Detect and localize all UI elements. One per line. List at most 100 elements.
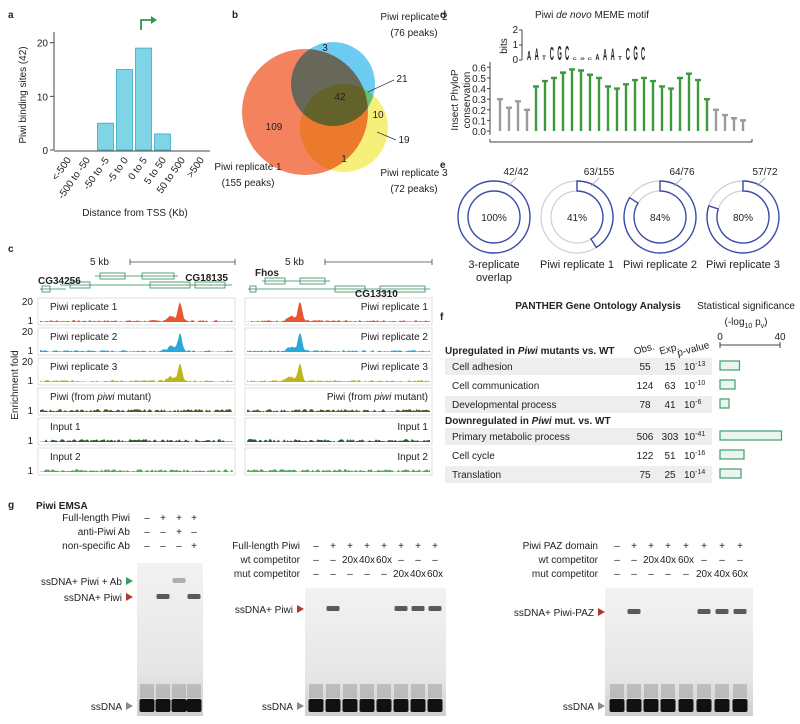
gene-exon	[141, 272, 175, 280]
x-tick-label: >500	[185, 155, 207, 180]
venn-region-count: 3	[322, 43, 328, 54]
track-ymin: 1	[27, 316, 33, 327]
lane-condition: 60x	[376, 555, 392, 566]
gel-smear	[309, 684, 323, 698]
gel-band	[427, 699, 443, 712]
x-axis-title-part: v	[761, 323, 765, 330]
lane-condition: 20x	[342, 555, 358, 566]
bar	[97, 122, 114, 151]
donut-category: 3-replicate overlap	[468, 259, 520, 284]
gene-exon	[249, 285, 257, 293]
donut-count: 57/72	[752, 167, 777, 178]
motif-title-part: MEME motif	[592, 10, 649, 21]
donut-count: 42/42	[503, 167, 528, 178]
condition-label: mut competitor	[532, 569, 599, 580]
track-name: Input 1	[50, 422, 81, 433]
gel-smear	[360, 684, 374, 698]
lane-condition: +	[701, 541, 707, 552]
gel-band	[342, 699, 358, 712]
gel-band	[732, 699, 748, 712]
donut-category: Piwi replicate 1	[540, 259, 614, 271]
track-box	[37, 297, 236, 326]
donut-slice	[576, 180, 614, 249]
track-name: Input 2	[50, 452, 81, 463]
venn-region-count: 19	[398, 135, 410, 146]
gel-band	[411, 606, 425, 611]
column-header: Obs.	[633, 342, 656, 358]
p-value: 10-6	[684, 399, 701, 411]
track-name: Input 2	[397, 452, 428, 463]
conservation-bar	[605, 85, 611, 131]
lane-condition: –	[737, 555, 743, 566]
logo-letter: C	[588, 57, 593, 60]
tss-arrow-head	[151, 16, 157, 24]
y-tick-label: 0.6	[472, 63, 486, 74]
logo-tick-label: 0	[512, 55, 518, 66]
track-ymax: 20	[22, 327, 34, 338]
lane-condition: –	[347, 569, 353, 580]
bar	[135, 47, 152, 151]
track-name-part: Piwi (from	[327, 392, 374, 403]
venn-region-count: 42	[334, 92, 346, 103]
p-value-part: -13	[695, 361, 705, 368]
gel-band	[428, 606, 442, 611]
panel-label: e	[440, 160, 446, 171]
p-value-part: 10	[684, 362, 696, 373]
lane-condition: –	[313, 569, 319, 580]
lane-condition: –	[398, 555, 404, 566]
y-tick-label: 20	[37, 39, 49, 50]
logo-letter: G	[580, 57, 585, 60]
conservation-bar	[560, 71, 566, 131]
venn-set-count: (155 peaks)	[222, 178, 275, 189]
gel-band	[393, 699, 409, 712]
track-box	[37, 327, 236, 356]
donut-category: Piwi replicate 3	[706, 259, 780, 271]
significance-bar	[719, 430, 783, 441]
gel-band	[643, 699, 659, 712]
conservation-bar	[533, 85, 539, 131]
gel-band	[714, 699, 730, 712]
band-arrow	[126, 593, 133, 601]
logo-letter: C	[626, 44, 630, 64]
gel-band	[171, 699, 187, 712]
track-name: Piwi (from piwi mutant)	[327, 392, 428, 403]
track-box	[37, 417, 236, 446]
track-name: Piwi replicate 1	[50, 302, 118, 313]
pointer	[367, 79, 395, 93]
y-axis-title: conservation	[462, 72, 473, 129]
lane-condition: +	[381, 541, 387, 552]
obs-count: 122	[637, 451, 654, 462]
logo-letter: A	[527, 50, 531, 64]
track-name: Piwi replicate 2	[361, 332, 429, 343]
x-tick-label: -5 to 0	[106, 155, 132, 185]
gel-band	[376, 699, 392, 712]
venn-region-count: 1	[341, 154, 347, 165]
y-axis-title: Insect PhyloP	[450, 69, 461, 130]
x-axis-title-part: )	[764, 317, 767, 328]
lane-condition: +	[160, 513, 166, 524]
term-name: Cell adhesion	[452, 362, 513, 373]
gel-smear	[394, 684, 408, 698]
obs-count: 506	[637, 432, 654, 443]
logo-letter: A	[535, 45, 539, 64]
lane-condition: 20x	[696, 569, 712, 580]
pointer	[376, 131, 397, 141]
p-value-part: 10	[684, 400, 696, 411]
gel-smear	[679, 684, 693, 698]
gel-band	[325, 699, 341, 712]
condition-label: Full-length Piwi	[62, 513, 130, 524]
tss-arrow	[140, 19, 152, 30]
logo-letter: T	[618, 56, 622, 62]
gel-band	[627, 609, 641, 614]
lane-condition: +	[176, 527, 182, 538]
lane-condition: –	[614, 569, 620, 580]
condition-label: anti-Piwi Ab	[78, 527, 131, 538]
venn-set	[300, 84, 388, 172]
track-name: Input 1	[397, 422, 428, 433]
conservation-bar	[731, 117, 737, 131]
band-label: ssDNA+ Piwi + Ab	[41, 577, 123, 588]
motif-title-part: de novo	[556, 10, 592, 21]
band-arrow	[126, 702, 133, 710]
gene-name: CG18135	[185, 273, 228, 284]
gel-band	[733, 609, 747, 614]
